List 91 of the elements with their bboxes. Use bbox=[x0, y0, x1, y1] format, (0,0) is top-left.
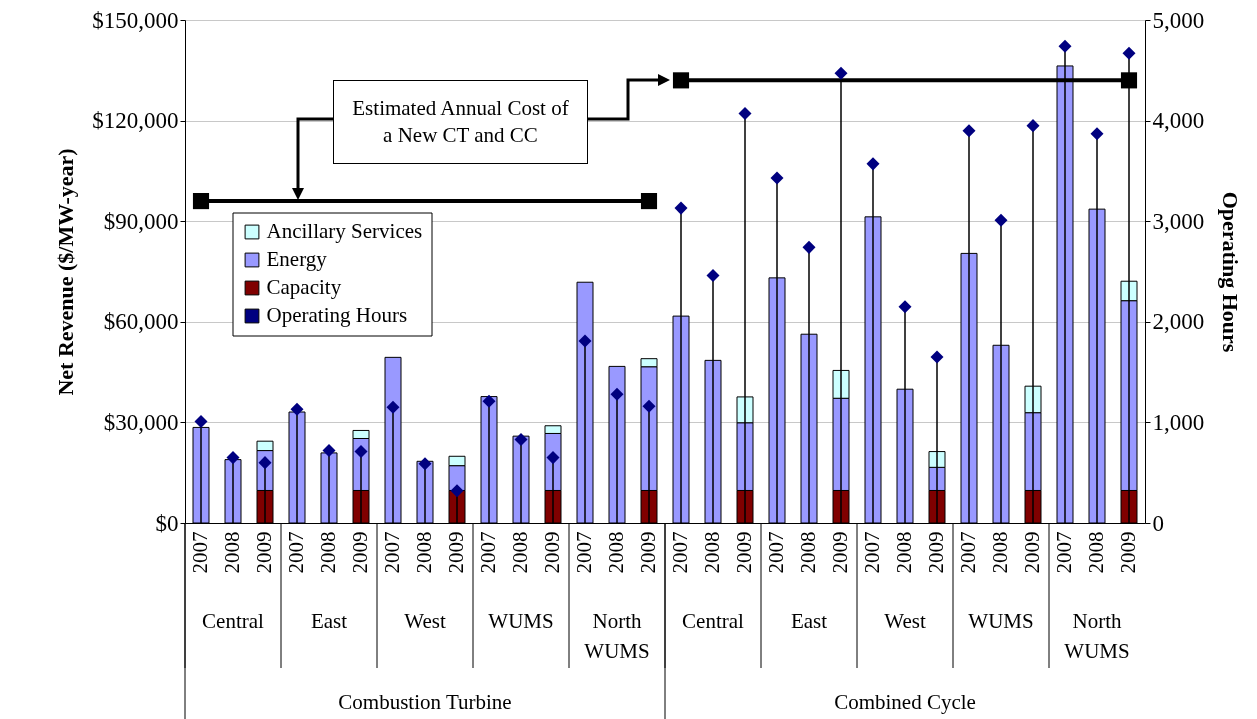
y2-tick-label: 1,000 bbox=[1152, 409, 1205, 435]
point bbox=[482, 394, 496, 408]
x-tick-label: 2009 bbox=[1116, 531, 1140, 574]
x-tick-label: 2009 bbox=[348, 531, 372, 574]
x-tick-label: 2007 bbox=[380, 531, 404, 574]
y-tick-label: $60,000 bbox=[103, 309, 179, 335]
x-tick-label: 2009 bbox=[924, 531, 948, 574]
point bbox=[610, 387, 624, 401]
x-tick-label: 2007 bbox=[860, 531, 884, 574]
point bbox=[642, 399, 656, 413]
legend-label: Energy bbox=[266, 247, 328, 271]
y-tick-label: $150,000 bbox=[92, 7, 179, 33]
x-tick-label: 2007 bbox=[764, 531, 788, 574]
point bbox=[706, 269, 720, 283]
x-tick-label: 2007 bbox=[284, 531, 308, 574]
x-tick-label: 2008 bbox=[892, 531, 916, 574]
point bbox=[674, 201, 688, 215]
point bbox=[834, 66, 848, 80]
point bbox=[226, 451, 240, 465]
point bbox=[1058, 39, 1072, 53]
point bbox=[418, 457, 432, 471]
point bbox=[514, 432, 528, 447]
annotation: Estimated Annual Cost of a New CT and CC bbox=[333, 80, 588, 164]
text: West bbox=[404, 609, 446, 633]
text: North WUMS bbox=[584, 609, 650, 663]
x-tick-label: 2008 bbox=[1084, 531, 1108, 574]
y2-tick-label: 4,000 bbox=[1152, 108, 1205, 134]
y-tick-label: $120,000 bbox=[92, 108, 179, 134]
legend-label: Ancillary Services bbox=[266, 219, 423, 243]
point bbox=[930, 350, 944, 364]
text: WUMS bbox=[488, 609, 554, 633]
text: Central bbox=[202, 609, 265, 633]
point bbox=[194, 414, 208, 428]
point bbox=[738, 107, 752, 121]
point bbox=[354, 445, 368, 459]
x-tick-label: 2007 bbox=[956, 531, 980, 574]
point bbox=[1026, 119, 1040, 133]
x-tick-label: 2008 bbox=[796, 531, 820, 574]
x-tick-label: 2007 bbox=[1052, 531, 1076, 574]
point bbox=[994, 213, 1008, 227]
x-tick-label: 2007 bbox=[476, 531, 500, 574]
point bbox=[386, 400, 400, 414]
y-tick-label: $0 bbox=[155, 510, 179, 536]
point bbox=[898, 300, 912, 314]
y2-tick-label: 2,000 bbox=[1152, 309, 1205, 335]
x-tick-label: 2009 bbox=[1020, 531, 1044, 574]
text: Combustion Turbine bbox=[338, 690, 512, 714]
point bbox=[546, 451, 560, 465]
text: Central bbox=[682, 609, 745, 633]
y-tick-label: $90,000 bbox=[103, 208, 179, 234]
text: North WUMS bbox=[1064, 609, 1130, 663]
point bbox=[322, 444, 336, 458]
legend-label: Operating Hours bbox=[266, 303, 408, 327]
y2-tick-label: 0 bbox=[1152, 510, 1164, 536]
text: Combined Cycle bbox=[834, 690, 976, 714]
point bbox=[802, 240, 816, 254]
x-tick-label: 2007 bbox=[188, 531, 212, 574]
x-tick-label: 2008 bbox=[700, 531, 724, 574]
x-tick-label: 2008 bbox=[316, 531, 340, 574]
point bbox=[450, 484, 464, 498]
text: West bbox=[884, 609, 926, 633]
x-tick-label: 2008 bbox=[220, 531, 244, 574]
x-tick-label: 2009 bbox=[828, 531, 852, 574]
legend-label: Capacity bbox=[266, 275, 342, 299]
text: East bbox=[310, 609, 348, 633]
text: East bbox=[790, 609, 828, 633]
x-tick-label: 2008 bbox=[604, 531, 628, 574]
point bbox=[962, 124, 976, 138]
x-tick-label: 2009 bbox=[636, 531, 660, 574]
point bbox=[1090, 127, 1104, 141]
x-tick-label: 2008 bbox=[412, 531, 436, 574]
x-tick-label: 2009 bbox=[252, 531, 276, 574]
point bbox=[578, 334, 592, 348]
y-tick-label: $30,000 bbox=[103, 409, 179, 435]
x-tick-label: 2007 bbox=[668, 531, 692, 574]
point bbox=[1122, 46, 1136, 60]
y2-axis-title: Operating Hours bbox=[1218, 191, 1244, 353]
y2-tick-label: 5,000 bbox=[1152, 7, 1205, 33]
x-tick-label: 2007 bbox=[572, 531, 596, 574]
point bbox=[770, 171, 784, 185]
y-axis-title: Net Revenue ($/MW-year) bbox=[53, 148, 79, 396]
y2-tick-label: 3,000 bbox=[1152, 208, 1205, 234]
point bbox=[258, 456, 272, 470]
x-tick-label: 2008 bbox=[508, 531, 532, 574]
x-tick-label: 2009 bbox=[444, 531, 468, 574]
x-tick-label: 2009 bbox=[732, 531, 756, 574]
x-tick-label: 2008 bbox=[988, 531, 1012, 574]
text: WUMS bbox=[968, 609, 1034, 633]
x-tick-label: 2009 bbox=[540, 531, 564, 574]
point bbox=[866, 157, 880, 171]
point bbox=[290, 402, 304, 416]
